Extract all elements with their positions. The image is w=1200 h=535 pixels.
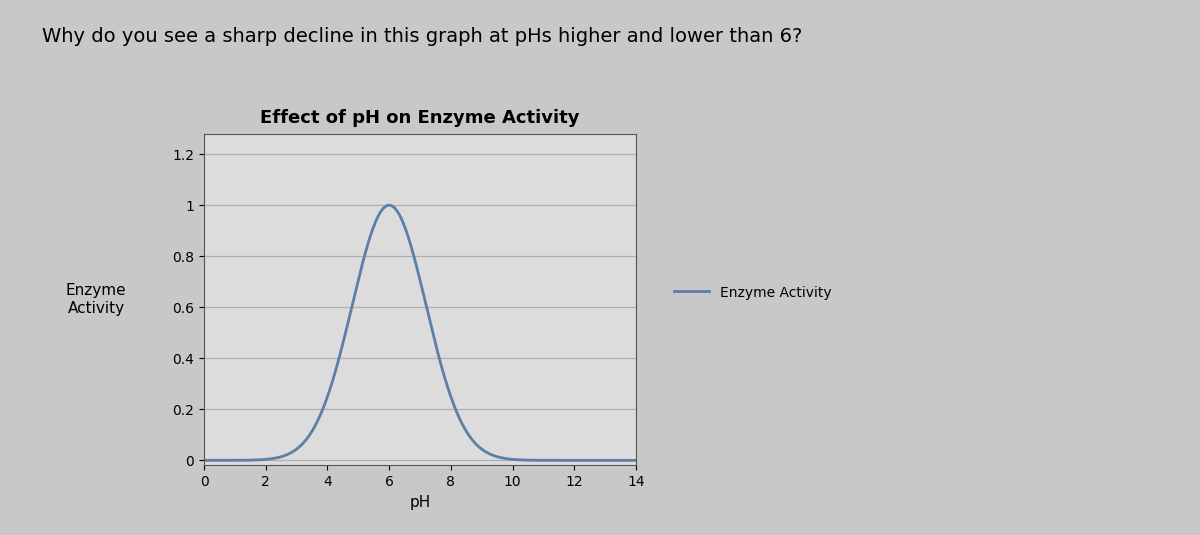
Enzyme Activity: [534, 457, 548, 463]
Enzyme Activity: [494, 455, 509, 461]
Text: Enzyme
Activity: Enzyme Activity: [66, 284, 126, 316]
X-axis label: pH: pH: [409, 495, 431, 510]
Text: Why do you see a sharp decline in this graph at pHs higher and lower than 6?: Why do you see a sharp decline in this g…: [42, 27, 803, 46]
Enzyme Activity: [388, 205, 402, 211]
Enzyme Activity: [382, 202, 396, 209]
Enzyme Activity: [629, 457, 643, 463]
Enzyme Activity: [542, 457, 557, 463]
Line: Enzyme Activity: Enzyme Activity: [204, 205, 636, 460]
Enzyme Activity: [197, 457, 211, 463]
Enzyme Activity: [241, 457, 256, 463]
Title: Effect of pH on Enzyme Activity: Effect of pH on Enzyme Activity: [260, 109, 580, 127]
Legend: Enzyme Activity: Enzyme Activity: [668, 280, 838, 305]
Enzyme Activity: [372, 212, 386, 218]
